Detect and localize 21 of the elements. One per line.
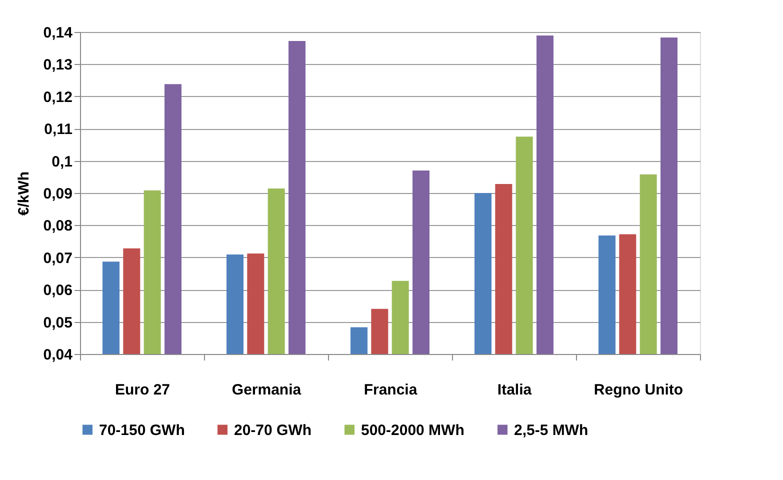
y-tick-label: 0,08: [43, 218, 72, 235]
x-tick-label: Italia: [497, 382, 532, 398]
y-tick-label: 0,1: [52, 153, 72, 170]
legend-label: 20-70 GWh: [234, 422, 312, 439]
x-tick-label: Euro 27: [114, 382, 170, 398]
y-tick-label: 0,07: [43, 250, 72, 267]
y-tick-label: 0,12: [43, 88, 72, 106]
y-tick-label: 0,05: [43, 314, 72, 332]
legend-label: 500-2000 MWh: [361, 422, 464, 439]
y-tick-label: 0,11: [44, 121, 72, 138]
y-tick-label: 0,14: [43, 24, 74, 42]
x-tick-label: Germania: [232, 382, 302, 398]
y-tick-label: 0,13: [43, 56, 72, 74]
y-tick-label: 0,09: [43, 186, 72, 202]
x-tick-label: Francia: [364, 382, 418, 398]
y-axis-title: €/kWh: [15, 171, 32, 216]
legend-label: 70-150 GWh: [99, 422, 185, 439]
y-tick-label: 0,04: [43, 346, 74, 364]
legend-label: 2,5-5 MWh: [514, 422, 588, 439]
x-tick-label: Regno Unito: [594, 382, 684, 398]
y-tick-label: 0,06: [43, 282, 72, 300]
